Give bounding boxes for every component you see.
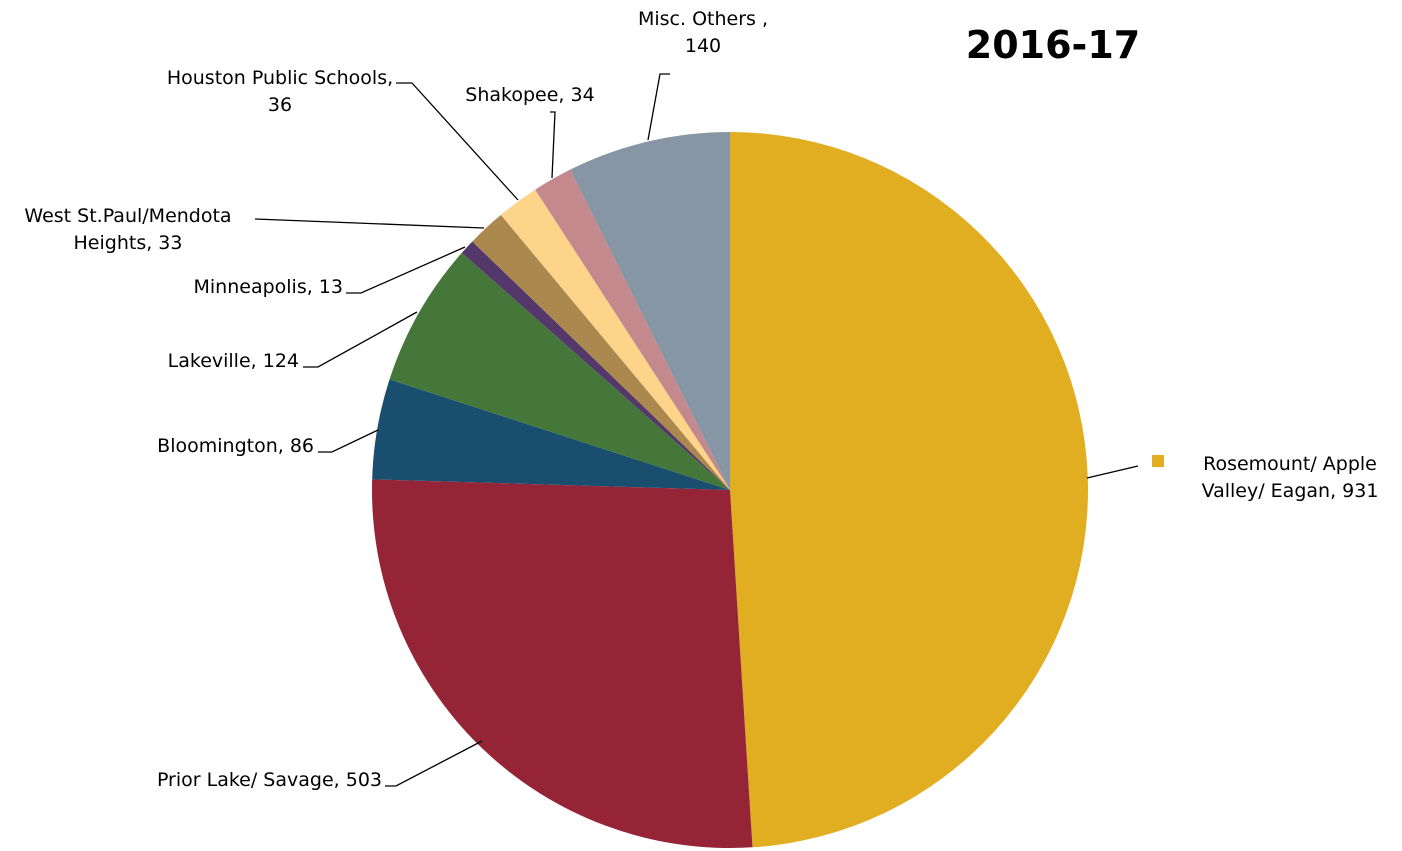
pie-slice — [535, 169, 730, 491]
slice-labels: Rosemount/ Apple Valley/ Eagan, 931 Prior … — [24, 8, 1378, 791]
pie-slice — [389, 252, 730, 490]
pie-slices — [372, 132, 1088, 848]
leader-line — [647, 73, 670, 141]
data-label: Shakopee, 34 — [465, 84, 594, 106]
data-label: Houston Public Schools, 36 — [167, 67, 393, 116]
pie-slice — [372, 379, 730, 490]
leader-line — [550, 111, 556, 179]
leader-line — [1086, 465, 1139, 479]
leader-line — [385, 740, 483, 787]
data-label: West St.Paul/Mendota Heights, 33 — [24, 205, 231, 254]
pie-slice — [461, 241, 730, 490]
leader-line — [254, 218, 485, 229]
chart-title: 2016-17 — [966, 23, 1140, 67]
pie-slice — [730, 132, 1088, 848]
pie-slice — [372, 479, 753, 848]
pie-slice — [500, 189, 730, 491]
leader-line — [318, 429, 379, 453]
data-label: Minneapolis, 13 — [194, 276, 344, 298]
leader-lines — [254, 73, 1139, 787]
data-label: Prior Lake/ Savage, 503 — [157, 769, 382, 791]
legend-swatch — [1152, 455, 1164, 467]
leader-line — [346, 246, 466, 294]
leader-line — [303, 311, 418, 368]
data-label: Misc. Others , 140 — [638, 8, 768, 57]
pie-slice — [570, 132, 730, 490]
data-label: Lakeville, 124 — [168, 350, 299, 372]
pie-slice — [472, 214, 730, 490]
leader-line — [396, 82, 519, 201]
data-label: Bloomington, 86 — [157, 435, 314, 457]
data-label: Rosemount/ Apple Valley/ Eagan, 931 — [1202, 453, 1379, 502]
